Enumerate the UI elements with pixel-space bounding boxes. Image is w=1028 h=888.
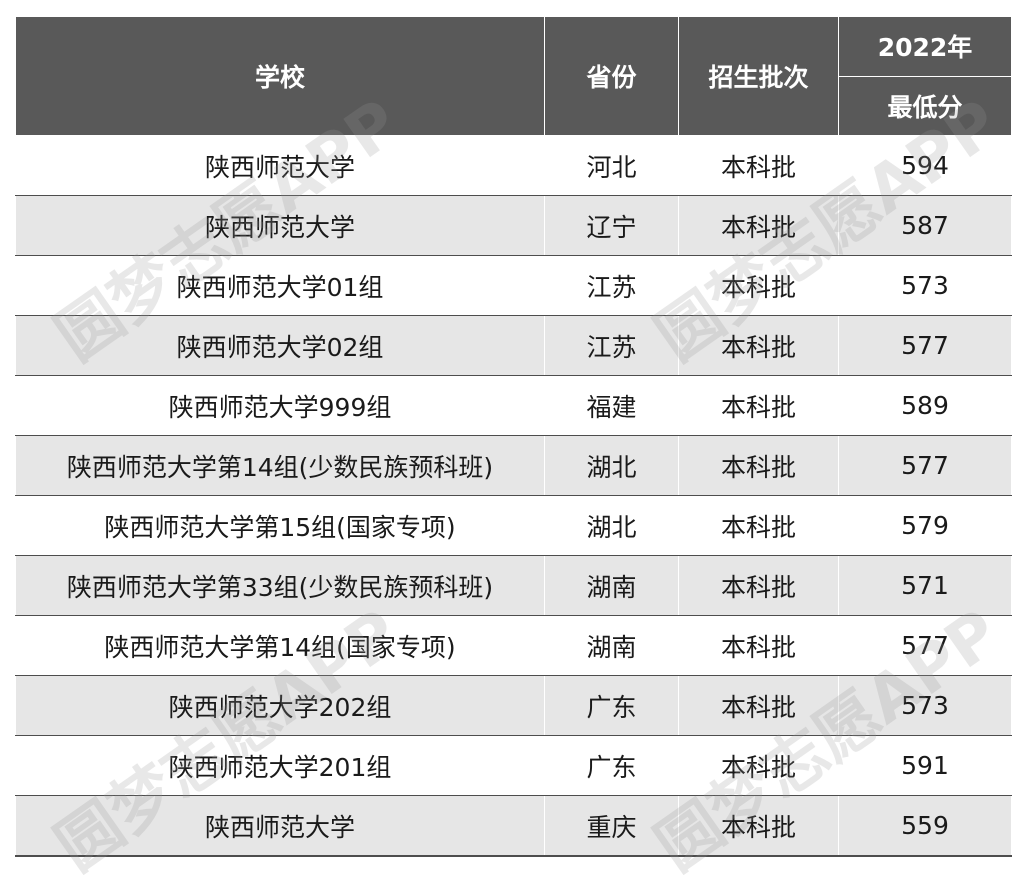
cell-batch: 本科批 [678, 675, 839, 736]
cell-score: 577 [838, 615, 1012, 676]
table-row: 陕西师范大学第33组(少数民族预科班) 湖南 本科批 571 [15, 555, 1012, 616]
table-row: 陕西师范大学202组 广东 本科批 573 [15, 675, 1012, 736]
cell-province: 江苏 [544, 255, 679, 316]
cell-province: 湖北 [544, 435, 679, 496]
header-province: 省份 [544, 16, 679, 136]
cell-score: 577 [838, 435, 1012, 496]
cell-school: 陕西师范大学第33组(少数民族预科班) [15, 555, 545, 616]
cell-school: 陕西师范大学999组 [15, 375, 545, 436]
header-batch: 招生批次 [678, 16, 839, 136]
cell-score: 571 [838, 555, 1012, 616]
admission-score-table: 学校 省份 招生批次 2022年 最低分 陕西师范大学 河北 本科批 594 陕西师范大… [15, 16, 1012, 857]
header-school: 学校 [15, 16, 545, 136]
cell-score: 589 [838, 375, 1012, 436]
table-row: 陕西师范大学第15组(国家专项) 湖北 本科批 579 [15, 495, 1012, 556]
table-header: 学校 省份 招生批次 2022年 最低分 [15, 16, 1012, 136]
table-row: 陕西师范大学 河北 本科批 594 [15, 135, 1012, 196]
cell-school: 陕西师范大学第14组(少数民族预科班) [15, 435, 545, 496]
cell-province: 湖南 [544, 615, 679, 676]
cell-batch: 本科批 [678, 315, 839, 376]
cell-school: 陕西师范大学02组 [15, 315, 545, 376]
table-row: 陕西师范大学第14组(国家专项) 湖南 本科批 577 [15, 615, 1012, 676]
cell-score: 573 [838, 255, 1012, 316]
cell-province: 福建 [544, 375, 679, 436]
header-min-score: 最低分 [838, 75, 1012, 136]
cell-school: 陕西师范大学 [15, 135, 545, 196]
table-row: 陕西师范大学201组 广东 本科批 591 [15, 735, 1012, 796]
header-year: 2022年 [838, 16, 1012, 77]
cell-school: 陕西师范大学202组 [15, 675, 545, 736]
cell-province: 湖南 [544, 555, 679, 616]
cell-batch: 本科批 [678, 735, 839, 796]
cell-school: 陕西师范大学01组 [15, 255, 545, 316]
cell-province: 重庆 [544, 795, 679, 857]
table-row: 陕西师范大学第14组(少数民族预科班) 湖北 本科批 577 [15, 435, 1012, 496]
cell-batch: 本科批 [678, 495, 839, 556]
cell-province: 辽宁 [544, 195, 679, 256]
cell-score: 573 [838, 675, 1012, 736]
cell-school: 陕西师范大学 [15, 195, 545, 256]
cell-batch: 本科批 [678, 375, 839, 436]
table-row: 陕西师范大学 重庆 本科批 559 [15, 795, 1012, 857]
cell-school: 陕西师范大学201组 [15, 735, 545, 796]
cell-batch: 本科批 [678, 135, 839, 196]
cell-score: 579 [838, 495, 1012, 556]
cell-score: 577 [838, 315, 1012, 376]
cell-school: 陕西师范大学 [15, 795, 545, 857]
cell-school: 陕西师范大学第15组(国家专项) [15, 495, 545, 556]
cell-batch: 本科批 [678, 195, 839, 256]
table-body: 陕西师范大学 河北 本科批 594 陕西师范大学 辽宁 本科批 587 陕西师范大学01组 江苏本… [15, 135, 1012, 857]
table-row: 陕西师范大学02组 江苏 本科批 577 [15, 315, 1012, 376]
cell-score: 559 [838, 795, 1012, 857]
cell-batch: 本科批 [678, 555, 839, 616]
cell-province: 湖北 [544, 495, 679, 556]
cell-school: 陕西师范大学第14组(国家专项) [15, 615, 545, 676]
cell-batch: 本科批 [678, 435, 839, 496]
admission-score-table-container: 学校 省份 招生批次 2022年 最低分 陕西师范大学 河北 本科批 594 陕西师范大… [15, 16, 1012, 857]
table-row: 陕西师范大学 辽宁 本科批 587 [15, 195, 1012, 256]
cell-province: 河北 [544, 135, 679, 196]
table-row: 陕西师范大学01组 江苏 本科批 573 [15, 255, 1012, 316]
cell-score: 594 [838, 135, 1012, 196]
table-row: 陕西师范大学999组 福建 本科批 589 [15, 375, 1012, 436]
cell-batch: 本科批 [678, 615, 839, 676]
cell-score: 587 [838, 195, 1012, 256]
cell-batch: 本科批 [678, 255, 839, 316]
cell-score: 591 [838, 735, 1012, 796]
cell-province: 广东 [544, 735, 679, 796]
cell-batch: 本科批 [678, 795, 839, 857]
cell-province: 广东 [544, 675, 679, 736]
cell-province: 江苏 [544, 315, 679, 376]
